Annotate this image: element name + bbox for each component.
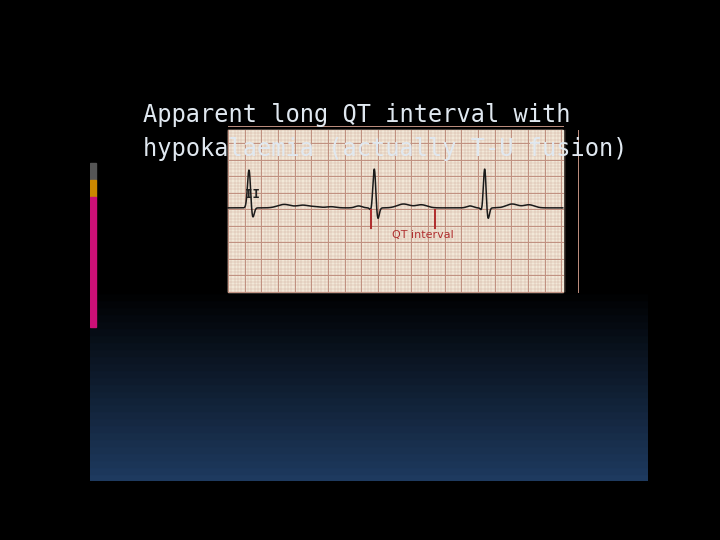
Bar bbox=[90, 397, 648, 404]
Bar bbox=[90, 154, 648, 162]
Bar bbox=[90, 473, 648, 481]
Bar bbox=[90, 410, 648, 418]
Bar bbox=[90, 168, 648, 176]
Bar bbox=[90, 383, 648, 390]
Bar bbox=[90, 452, 648, 460]
Bar bbox=[90, 64, 648, 72]
Text: Apparent long QT interval with
hypokalaemia (actually T-U fusion): Apparent long QT interval with hypokalae… bbox=[143, 103, 627, 161]
Bar bbox=[90, 307, 648, 314]
Bar bbox=[90, 147, 648, 155]
Bar bbox=[90, 112, 648, 120]
Bar bbox=[90, 300, 648, 307]
Bar bbox=[90, 341, 648, 349]
Bar bbox=[90, 195, 648, 204]
Bar bbox=[90, 244, 648, 252]
Bar bbox=[90, 180, 96, 197]
Bar bbox=[90, 106, 648, 113]
Bar bbox=[90, 182, 648, 190]
Bar bbox=[90, 279, 648, 287]
Bar bbox=[90, 217, 648, 224]
Bar bbox=[90, 445, 648, 453]
Bar bbox=[90, 161, 648, 168]
Bar bbox=[90, 258, 648, 266]
Bar bbox=[90, 348, 648, 356]
Bar bbox=[90, 197, 96, 327]
Bar bbox=[90, 320, 648, 328]
Bar bbox=[90, 71, 648, 79]
Bar bbox=[90, 202, 648, 211]
Bar bbox=[90, 417, 648, 425]
Text: QT interval: QT interval bbox=[392, 230, 454, 240]
Bar bbox=[90, 99, 648, 106]
Bar bbox=[90, 286, 648, 294]
Bar bbox=[90, 189, 648, 197]
Bar bbox=[90, 272, 648, 280]
Bar bbox=[90, 231, 648, 238]
Bar bbox=[90, 126, 648, 134]
Bar bbox=[90, 265, 648, 273]
Bar bbox=[90, 327, 648, 335]
Bar bbox=[90, 293, 648, 300]
Bar bbox=[90, 175, 648, 183]
Bar bbox=[90, 140, 648, 148]
Bar bbox=[228, 130, 563, 292]
Bar bbox=[90, 376, 648, 383]
Bar bbox=[90, 314, 648, 321]
Bar bbox=[90, 92, 648, 99]
Bar bbox=[90, 133, 648, 141]
Bar bbox=[90, 85, 648, 92]
Bar bbox=[90, 459, 648, 467]
Text: II: II bbox=[245, 187, 260, 200]
Bar bbox=[90, 466, 648, 474]
Bar bbox=[90, 334, 648, 342]
Bar bbox=[90, 424, 648, 432]
Bar bbox=[90, 78, 648, 85]
Bar bbox=[90, 164, 96, 180]
Bar bbox=[90, 362, 648, 370]
Bar bbox=[90, 403, 648, 411]
Bar bbox=[90, 390, 648, 397]
Bar bbox=[90, 355, 648, 363]
Bar bbox=[90, 237, 648, 245]
Bar bbox=[90, 119, 648, 127]
Bar bbox=[90, 438, 648, 446]
Bar bbox=[90, 251, 648, 259]
Bar bbox=[90, 210, 648, 217]
Bar bbox=[90, 224, 648, 231]
Bar bbox=[90, 431, 648, 439]
Bar bbox=[90, 369, 648, 377]
